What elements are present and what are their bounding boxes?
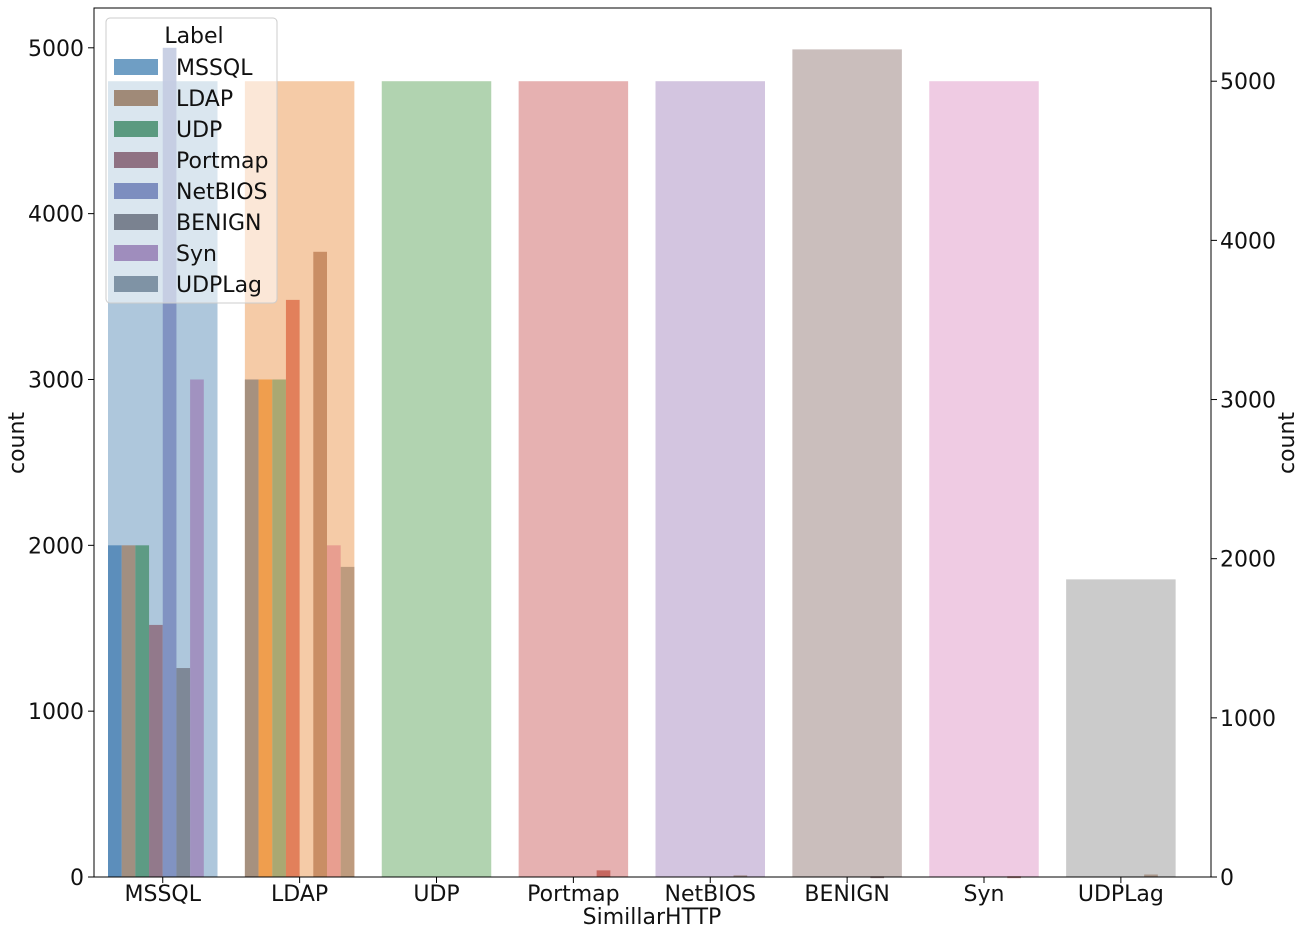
x-axis-label: SimillarHTTP	[583, 905, 722, 930]
hue-bar-ldap-3	[285, 299, 300, 877]
x-tick-label: Syn	[964, 882, 1005, 907]
right-tick-label: 3000	[1220, 389, 1276, 414]
hue-bar-mssql-6	[190, 379, 204, 877]
hue-bar-mssql-0	[108, 545, 122, 877]
legend-swatch	[114, 59, 158, 75]
hue-bar-mssql-3	[149, 624, 163, 877]
small-bar-portmap	[596, 870, 611, 877]
small-bar-netbios	[733, 875, 748, 878]
x-tick-label: MSSQL	[125, 882, 202, 907]
legend-entries: MSSQL LDAP UDP Portmap NetBIOS BENIGN Syn UDPLa…	[114, 56, 269, 298]
legend-swatch	[114, 245, 158, 261]
legend-title: Label	[164, 24, 223, 49]
hue-bar-ldap-6	[327, 545, 341, 877]
hue-bar-mssql-5	[176, 668, 191, 877]
legend-label: UDPLag	[176, 273, 262, 298]
legend-swatch	[114, 214, 158, 230]
hue-bar-ldap-2	[272, 379, 286, 877]
x-tick-label: LDAP	[271, 882, 328, 907]
background-bar-syn	[929, 81, 1039, 877]
background-bar-udplag	[1066, 579, 1176, 877]
legend: Label MSSQL LDAP UDP Portmap NetBIOS BENIGN Sy…	[105, 17, 278, 304]
small-bar-udplag	[1144, 874, 1158, 877]
plot-area-frame	[93, 7, 1212, 878]
legend-label: LDAP	[176, 87, 233, 112]
legend-swatch	[114, 90, 158, 106]
legend-label: Portmap	[176, 149, 269, 174]
left-tick-label: 4000	[28, 203, 84, 228]
legend-label: UDP	[176, 118, 222, 143]
left-tick-label: 3000	[28, 368, 84, 393]
legend-label: NetBIOS	[176, 180, 267, 205]
right-tick-label: 0	[1220, 866, 1234, 891]
left-tick-label: 5000	[28, 37, 84, 62]
hue-bar-mssql-2	[135, 545, 150, 877]
background-bar-udp	[381, 81, 492, 877]
x-tick-label: NetBIOS	[665, 882, 756, 907]
left-tick-label: 0	[70, 866, 84, 891]
legend-box	[105, 17, 278, 304]
right-tick-label: 2000	[1220, 548, 1276, 573]
background-bars	[108, 49, 1176, 877]
right-y-axis: 0 1000 2000 3000 4000 5000	[1211, 70, 1276, 891]
x-tick-label: BENIGN	[804, 882, 889, 907]
hue-bar-ldap-1	[258, 379, 273, 877]
hue-bar-ldap-0	[244, 379, 259, 877]
x-axis: MSSQL LDAP UDP Portmap NetBIOS BENIGN Syn UDPLa…	[125, 877, 1164, 907]
legend-label: BENIGN	[176, 211, 261, 236]
x-tick-label: UDPLag	[1078, 882, 1164, 907]
x-tick-label: Portmap	[527, 882, 620, 907]
background-bar-netbios	[655, 81, 765, 877]
hue-bar-ldap-7	[340, 566, 355, 877]
background-bar-portmap	[518, 81, 629, 877]
right-tick-label: 4000	[1220, 229, 1276, 254]
x-tick-label: UDP	[413, 882, 459, 907]
right-y-axis-label: count	[1275, 412, 1300, 474]
hue-bar-ldap-5	[313, 251, 327, 877]
legend-swatch	[114, 276, 158, 292]
legend-swatch	[114, 183, 158, 199]
left-y-axis-label: count	[5, 412, 30, 474]
legend-swatch	[114, 121, 158, 137]
left-y-axis: 0 1000 2000 3000 4000 5000	[28, 37, 94, 891]
legend-label: MSSQL	[176, 56, 253, 81]
background-bar-benign	[792, 49, 902, 877]
legend-label: Syn	[176, 242, 217, 267]
right-tick-label: 1000	[1220, 707, 1276, 732]
legend-swatch	[114, 152, 158, 168]
right-tick-label: 5000	[1220, 70, 1276, 95]
hue-bar-mssql-1	[121, 545, 136, 877]
left-tick-label: 1000	[28, 700, 84, 725]
left-tick-label: 2000	[28, 534, 84, 559]
